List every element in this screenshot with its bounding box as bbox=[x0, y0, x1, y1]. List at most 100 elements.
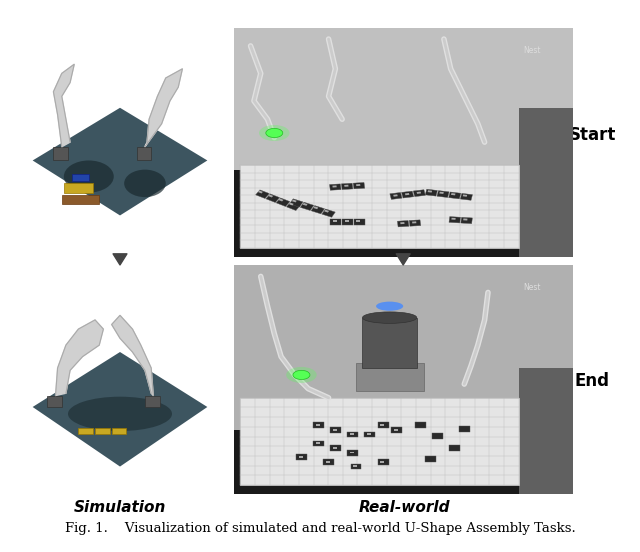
Bar bbox=[459, 427, 470, 432]
Bar bbox=[460, 193, 472, 200]
Text: Start: Start bbox=[568, 126, 616, 144]
Bar bbox=[344, 185, 349, 187]
Bar bbox=[323, 459, 334, 465]
Bar bbox=[299, 457, 303, 458]
Bar bbox=[333, 447, 337, 449]
Bar bbox=[311, 205, 324, 214]
Bar bbox=[137, 147, 151, 161]
Text: Real-world: Real-world bbox=[359, 500, 450, 514]
Bar bbox=[322, 209, 335, 217]
Bar bbox=[292, 200, 297, 203]
Bar bbox=[255, 190, 269, 199]
Bar bbox=[394, 429, 398, 431]
Bar bbox=[348, 432, 358, 437]
Bar bbox=[415, 422, 426, 428]
Bar bbox=[349, 452, 354, 454]
Ellipse shape bbox=[68, 397, 172, 431]
Text: Simulation: Simulation bbox=[74, 500, 166, 514]
Bar bbox=[258, 190, 263, 193]
Bar bbox=[356, 220, 360, 222]
Bar bbox=[349, 433, 354, 435]
Polygon shape bbox=[33, 108, 207, 215]
Bar bbox=[330, 219, 341, 225]
Bar bbox=[303, 203, 308, 206]
Bar bbox=[287, 202, 300, 210]
Bar bbox=[112, 428, 126, 434]
Bar bbox=[278, 199, 284, 201]
Bar bbox=[348, 450, 358, 455]
Bar bbox=[47, 396, 62, 407]
Ellipse shape bbox=[64, 161, 114, 193]
Polygon shape bbox=[56, 320, 104, 396]
Bar bbox=[356, 184, 360, 186]
Bar bbox=[425, 189, 437, 196]
Bar bbox=[391, 427, 402, 433]
Bar bbox=[353, 183, 365, 189]
Bar bbox=[380, 424, 384, 426]
Text: Nest: Nest bbox=[524, 46, 541, 55]
Bar bbox=[268, 194, 273, 198]
Bar bbox=[463, 194, 467, 197]
Bar bbox=[425, 457, 436, 462]
Bar bbox=[64, 183, 93, 193]
Bar bbox=[463, 219, 467, 220]
Ellipse shape bbox=[293, 370, 310, 380]
Bar bbox=[353, 465, 357, 467]
Bar bbox=[428, 190, 432, 193]
Text: Fig. 1.    Visualization of simulated and real-world U-Shape Assembly Tasks.: Fig. 1. Visualization of simulated and r… bbox=[65, 522, 575, 535]
Bar bbox=[241, 165, 518, 247]
Ellipse shape bbox=[266, 129, 283, 137]
Bar bbox=[332, 185, 337, 188]
Text: Nest: Nest bbox=[524, 283, 541, 293]
Text: End: End bbox=[575, 372, 609, 390]
Ellipse shape bbox=[362, 312, 417, 323]
Bar bbox=[95, 428, 109, 434]
Bar bbox=[390, 193, 402, 199]
Bar bbox=[432, 433, 443, 439]
Bar bbox=[451, 193, 456, 195]
Bar bbox=[341, 183, 353, 189]
Bar bbox=[449, 216, 461, 223]
Bar bbox=[451, 217, 456, 220]
Bar bbox=[364, 432, 375, 437]
Bar bbox=[378, 459, 388, 465]
Bar bbox=[439, 192, 444, 194]
Polygon shape bbox=[145, 69, 182, 147]
Bar bbox=[326, 461, 330, 463]
Bar bbox=[409, 220, 420, 226]
Ellipse shape bbox=[259, 125, 289, 141]
Bar bbox=[461, 217, 472, 224]
Bar bbox=[397, 221, 409, 227]
Ellipse shape bbox=[124, 169, 166, 197]
Bar bbox=[362, 317, 417, 368]
Bar bbox=[54, 147, 68, 161]
Bar bbox=[378, 422, 388, 428]
Bar bbox=[234, 430, 573, 494]
Bar bbox=[324, 210, 329, 213]
Bar bbox=[234, 169, 573, 257]
Bar bbox=[449, 192, 461, 199]
Bar bbox=[79, 428, 93, 434]
Bar bbox=[300, 202, 314, 210]
Bar bbox=[314, 422, 324, 428]
Bar bbox=[333, 220, 337, 222]
Polygon shape bbox=[54, 64, 74, 147]
Bar bbox=[330, 445, 341, 451]
Bar bbox=[380, 461, 384, 463]
Bar bbox=[412, 221, 417, 224]
Bar bbox=[316, 443, 320, 444]
Bar bbox=[289, 199, 303, 207]
Bar bbox=[316, 424, 320, 426]
Bar bbox=[367, 433, 371, 435]
Bar bbox=[234, 265, 573, 437]
Bar bbox=[351, 464, 362, 469]
Bar bbox=[276, 198, 290, 206]
Bar bbox=[405, 193, 410, 195]
Bar bbox=[62, 195, 99, 204]
Bar bbox=[289, 203, 294, 205]
Bar bbox=[449, 445, 460, 450]
Bar bbox=[266, 194, 280, 203]
Bar bbox=[344, 220, 349, 222]
Polygon shape bbox=[33, 352, 207, 466]
Bar bbox=[518, 108, 573, 257]
